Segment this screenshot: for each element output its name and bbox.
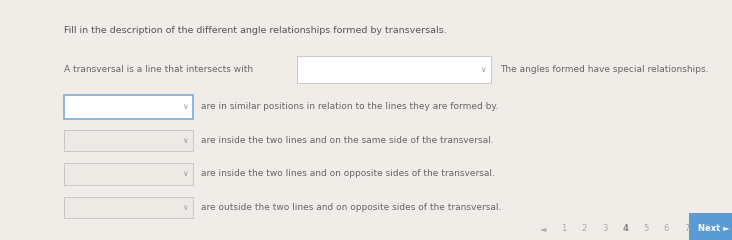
Text: 3: 3 <box>602 224 608 233</box>
FancyBboxPatch shape <box>689 213 732 240</box>
FancyBboxPatch shape <box>64 130 193 151</box>
Text: 7: 7 <box>684 224 690 233</box>
Text: ∨: ∨ <box>182 136 187 145</box>
Text: ∨: ∨ <box>480 65 486 74</box>
Text: Fill in the description of the different angle relationships formed by transvers: Fill in the description of the different… <box>64 26 447 36</box>
Text: 8: 8 <box>704 224 710 233</box>
Text: ∨: ∨ <box>182 203 187 212</box>
Text: are in similar positions in relation to the lines they are formed by.: are in similar positions in relation to … <box>201 102 498 111</box>
Text: The angles formed have special relationships.: The angles formed have special relations… <box>500 65 709 74</box>
FancyBboxPatch shape <box>64 95 193 119</box>
Text: ∨: ∨ <box>182 169 187 179</box>
Text: 4: 4 <box>622 224 628 233</box>
Text: are inside the two lines and on the same side of the transversal.: are inside the two lines and on the same… <box>201 136 494 145</box>
Text: are outside the two lines and on opposite sides of the transversal.: are outside the two lines and on opposit… <box>201 203 501 212</box>
Text: are inside the two lines and on opposite sides of the transversal.: are inside the two lines and on opposite… <box>201 169 495 179</box>
Text: ◄: ◄ <box>540 224 546 233</box>
Text: 1: 1 <box>561 224 567 233</box>
Text: 2: 2 <box>581 224 587 233</box>
Text: 6: 6 <box>663 224 669 233</box>
Text: Next ►: Next ► <box>698 224 730 233</box>
Text: A transversal is a line that intersects with: A transversal is a line that intersects … <box>64 65 253 74</box>
Text: 5: 5 <box>643 224 649 233</box>
FancyBboxPatch shape <box>64 163 193 185</box>
Text: ∨: ∨ <box>182 102 187 111</box>
FancyBboxPatch shape <box>64 197 193 218</box>
FancyBboxPatch shape <box>297 56 491 84</box>
